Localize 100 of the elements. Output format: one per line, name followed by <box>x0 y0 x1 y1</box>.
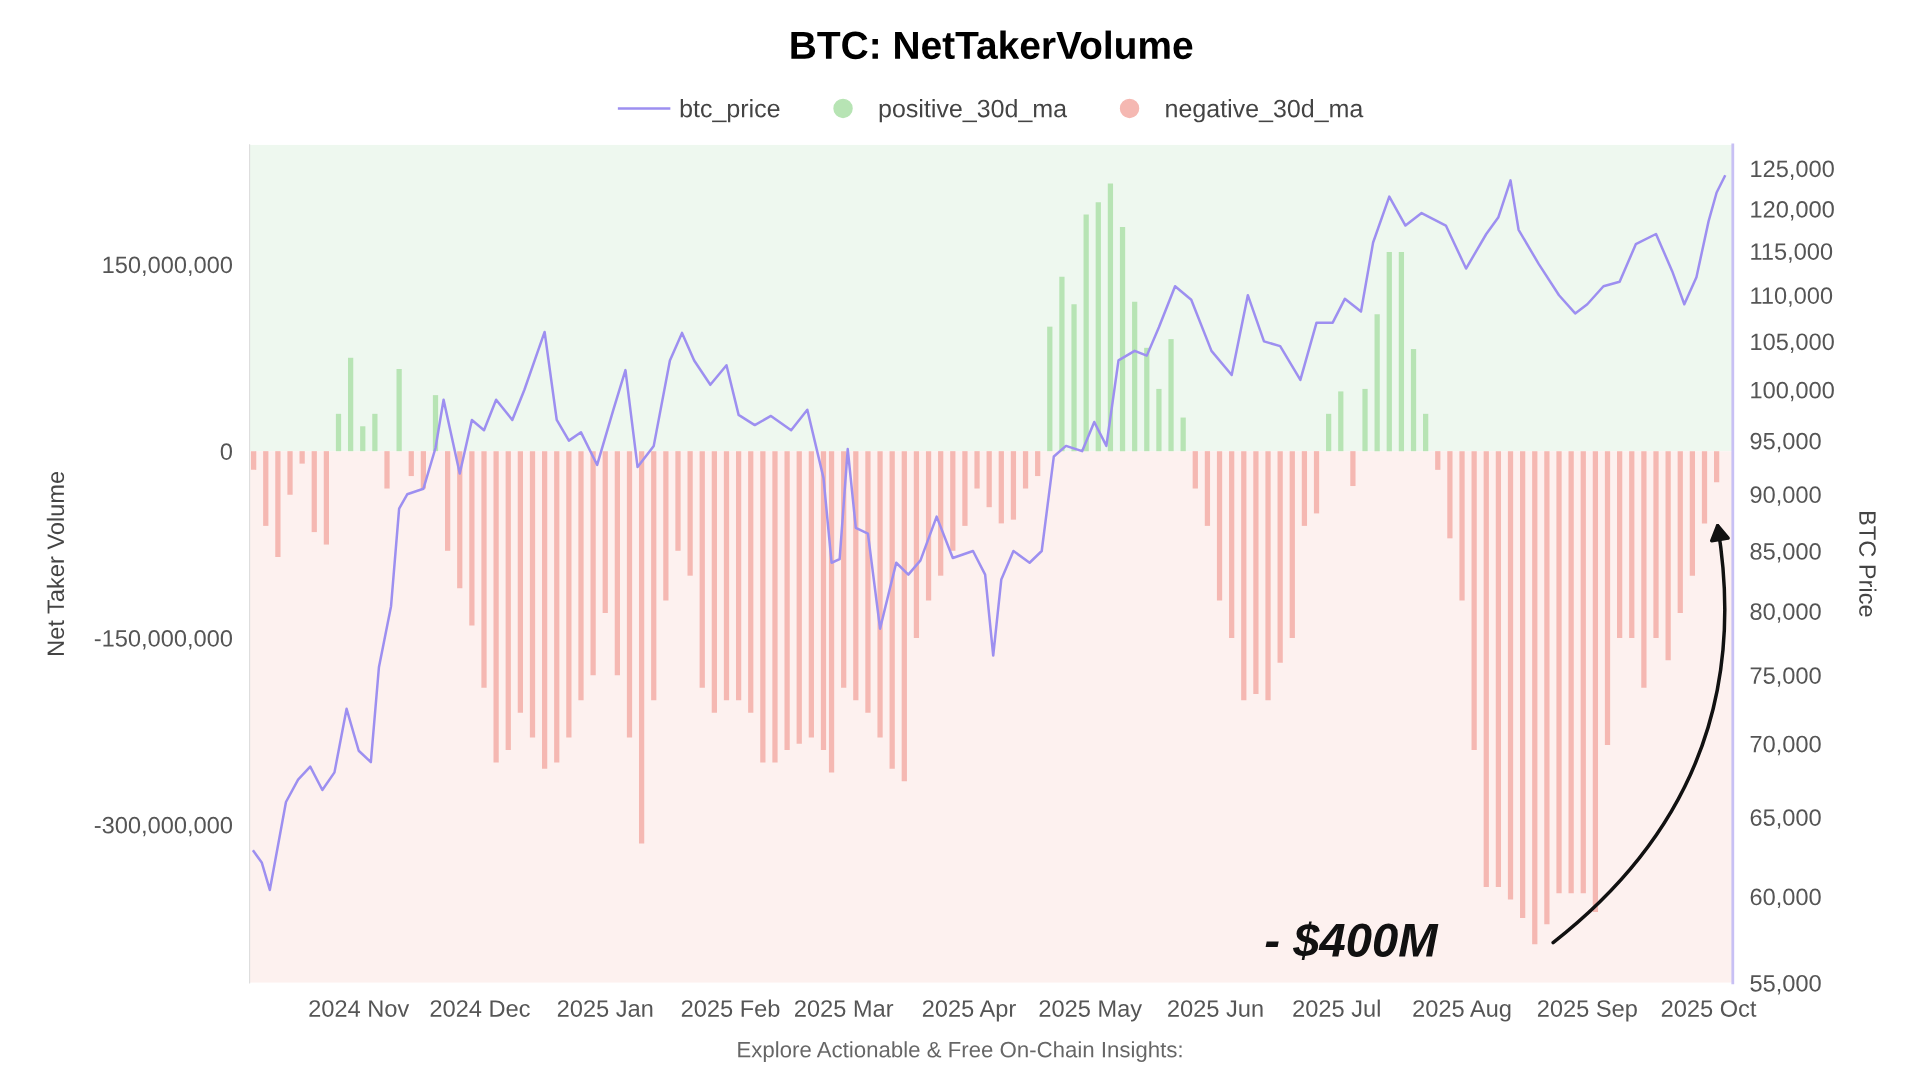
bar <box>1168 339 1174 452</box>
bar <box>1313 451 1320 514</box>
bar <box>796 451 802 744</box>
bar <box>1059 276 1065 452</box>
bar <box>723 451 730 701</box>
bar <box>1144 347 1150 452</box>
bar <box>1265 451 1271 701</box>
bar <box>901 451 907 782</box>
bar <box>1095 202 1101 452</box>
bar <box>1410 349 1417 452</box>
bar <box>1423 413 1429 452</box>
y2-tick-label: 65,000 <box>1750 809 1821 829</box>
bar <box>1192 451 1198 489</box>
annotation: - $400M <box>1265 921 1439 960</box>
bar <box>1677 451 1683 614</box>
bar <box>542 451 548 769</box>
bar <box>1447 451 1453 539</box>
x-tick-label: 2025 Jul <box>1293 999 1380 1017</box>
y-axis-title: Net Taker Volume <box>46 471 65 655</box>
y-tick-label: -300,000,000 <box>94 816 233 837</box>
bar <box>1229 451 1235 638</box>
bar <box>299 451 305 464</box>
legend-label: btc_price <box>680 99 780 123</box>
bar <box>469 451 475 626</box>
y2-tick-label: 120,000 <box>1751 200 1834 221</box>
y2-tick-label: 105,000 <box>1751 333 1834 353</box>
bar <box>1253 451 1259 694</box>
bar <box>1083 214 1089 452</box>
bar <box>1374 314 1380 452</box>
y2-tick-label: 85,000 <box>1750 543 1821 563</box>
bar <box>1132 301 1138 452</box>
bar <box>1010 451 1017 520</box>
bar <box>687 451 693 576</box>
y-tick-label: 150,000,000 <box>103 256 233 276</box>
legend-label: negative_30d_ma <box>1166 99 1364 123</box>
bar <box>1701 451 1708 524</box>
bar <box>1714 451 1720 483</box>
bar <box>1350 451 1356 487</box>
bar <box>396 368 402 452</box>
x-tick-label: 2024 Dec <box>430 1000 530 1017</box>
bar <box>1156 388 1162 452</box>
bar <box>1629 451 1635 638</box>
x-tick-label: 2025 Feb <box>681 999 780 1017</box>
bar <box>889 451 895 769</box>
bar <box>1241 451 1247 701</box>
bar <box>1180 417 1186 452</box>
bar <box>251 451 257 470</box>
x-tick-label: 2024 Nov <box>309 1000 410 1017</box>
bar <box>566 451 572 738</box>
chart-title: BTC: NetTakerVolume <box>791 30 1193 60</box>
x-tick-label: 2025 Oct <box>1661 1000 1757 1017</box>
bar <box>950 451 956 551</box>
bar <box>1617 451 1623 638</box>
bar <box>1483 451 1489 887</box>
bar <box>578 451 584 701</box>
bar <box>1641 451 1647 688</box>
bar <box>1204 451 1211 526</box>
x-tick-label: 2025 Jun <box>1168 1000 1263 1017</box>
bar <box>481 451 487 688</box>
bar <box>1119 227 1126 452</box>
y-tick-label: 0 <box>220 443 233 460</box>
bar <box>1338 391 1344 452</box>
bar <box>1507 451 1514 900</box>
bar <box>1035 451 1041 477</box>
y2-tick-label: 90,000 <box>1750 486 1821 506</box>
bar <box>529 451 536 738</box>
y2-tick-label: 60,000 <box>1750 888 1821 909</box>
bar <box>1520 451 1526 919</box>
bar <box>1289 451 1295 638</box>
bar <box>614 451 620 676</box>
bar <box>877 451 883 738</box>
bar <box>1580 451 1586 894</box>
bar <box>735 451 742 701</box>
bar <box>335 413 342 452</box>
bar <box>348 357 354 452</box>
bar <box>1532 451 1538 945</box>
bar <box>602 451 608 614</box>
bar <box>784 451 790 751</box>
x-tick-label: 2025 May <box>1039 1000 1143 1022</box>
bar <box>493 451 499 763</box>
bar <box>828 451 835 773</box>
bar <box>699 451 705 688</box>
bar <box>974 451 980 489</box>
bar <box>1604 451 1611 746</box>
line-series <box>252 175 1726 892</box>
bar <box>1471 451 1477 751</box>
bar <box>287 451 293 495</box>
bar <box>1362 388 1368 452</box>
bar <box>554 451 560 763</box>
bar <box>1022 451 1029 489</box>
bar <box>1277 451 1283 663</box>
bar <box>1386 251 1392 452</box>
bar <box>938 451 944 576</box>
bar <box>311 451 317 533</box>
bar <box>1556 451 1562 894</box>
x-tick-label: 2025 Aug <box>1413 1000 1511 1022</box>
bar <box>590 451 596 676</box>
bar <box>408 451 414 477</box>
bar <box>505 451 511 751</box>
bar <box>675 451 681 551</box>
